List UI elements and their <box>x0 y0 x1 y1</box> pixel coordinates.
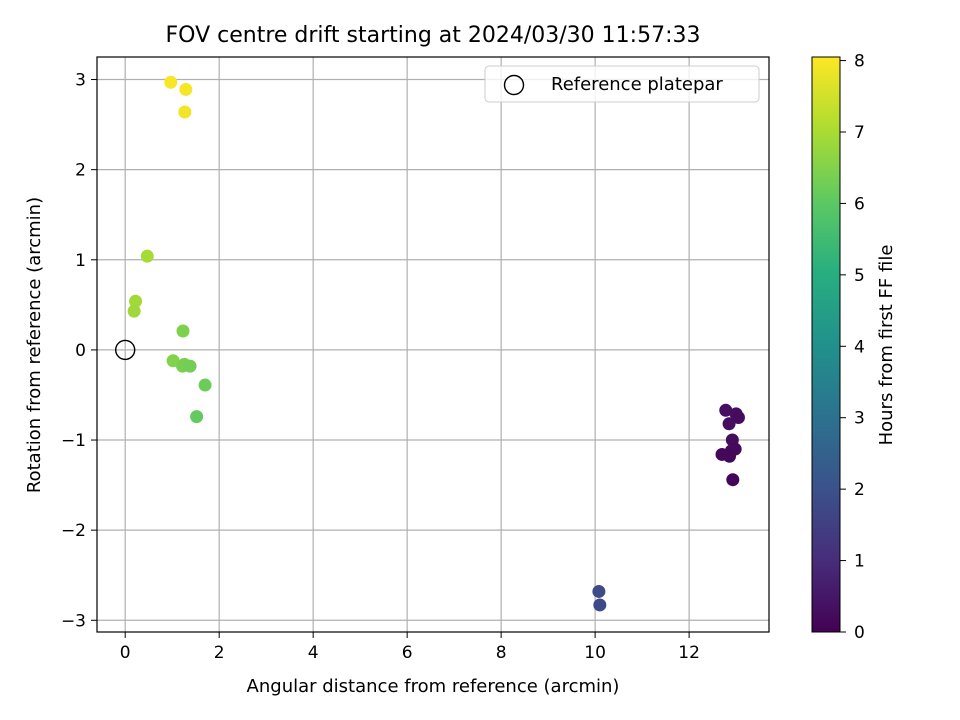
reference-marker-group <box>114 339 136 361</box>
legend-box <box>484 65 760 103</box>
y-axis-label: Rotation from reference (arcmin) <box>24 197 45 493</box>
colorbar-tick-label: 2 <box>854 480 865 500</box>
x-axis-label: Angular distance from reference (arcmin) <box>247 676 620 697</box>
legend-entry-reference: Reference platepar <box>551 74 723 95</box>
reference-platepar-marker <box>114 339 136 361</box>
legend: Reference platepar <box>484 65 760 103</box>
scatter-point <box>592 584 606 598</box>
colorbar-tick-label: 0 <box>854 623 865 643</box>
scatter-point <box>129 294 143 308</box>
y-tick-label: 3 <box>75 71 86 91</box>
colorbar-tick-label: 5 <box>854 266 865 286</box>
y-tick-label: 2 <box>75 161 86 181</box>
colorbar-ticks: 0 1 2 3 4 5 6 7 8 <box>840 52 865 643</box>
plot-frame <box>96 56 770 633</box>
scatter-point <box>198 378 212 392</box>
scatter-point <box>731 411 745 425</box>
colorbar: 0 1 2 3 4 5 6 7 8 Hours from first FF file <box>811 52 897 643</box>
x-tick-label: 10 <box>584 643 606 663</box>
colorbar-gradient <box>812 57 840 632</box>
scatter-point <box>166 354 180 368</box>
x-tick-label: 4 <box>308 643 319 663</box>
x-tick-label: 2 <box>214 643 225 663</box>
scatter-point <box>723 449 737 463</box>
chart-title: FOV centre drift starting at 2024/03/30 … <box>166 23 701 48</box>
y-tick-label: 1 <box>75 251 86 271</box>
colorbar-tick-label: 6 <box>854 194 865 214</box>
scatter-point <box>140 249 154 263</box>
x-tick-label: 6 <box>402 643 413 663</box>
scatter-point <box>164 75 178 89</box>
x-tick-label: 12 <box>678 643 700 663</box>
scatter-point <box>722 417 736 431</box>
scatter-point <box>127 304 141 318</box>
scatter-point <box>178 105 192 119</box>
y-tick-label: −3 <box>61 611 86 631</box>
x-tick-label: 0 <box>120 643 131 663</box>
scatter-point <box>726 473 740 487</box>
scatter-point <box>593 598 607 612</box>
y-tick-label: −2 <box>61 521 86 541</box>
y-tick-label: 0 <box>75 341 86 361</box>
colorbar-tick-label: 1 <box>854 552 865 572</box>
scatter-point <box>719 403 733 417</box>
scatter-point <box>176 324 190 338</box>
legend-marker-icon <box>503 74 525 96</box>
colorbar-tick-label: 4 <box>854 337 865 357</box>
scatter-point <box>183 359 197 373</box>
scatter-point <box>190 410 204 424</box>
colorbar-frame <box>811 56 841 633</box>
y-axis-ticks: 3 2 1 0 −1 −2 −3 <box>61 71 97 631</box>
y-tick-label: −1 <box>61 431 86 451</box>
colorbar-tick-label: 7 <box>854 123 865 143</box>
scatter-point <box>179 82 193 96</box>
grid-lines <box>97 57 769 632</box>
x-axis-ticks: 0 2 4 6 8 10 12 <box>120 632 700 663</box>
colorbar-tick-label: 3 <box>854 409 865 429</box>
scatter-points <box>127 75 745 612</box>
x-tick-label: 8 <box>496 643 507 663</box>
colorbar-label: Hours from first FF file <box>876 245 897 446</box>
colorbar-tick-label: 8 <box>854 52 865 72</box>
